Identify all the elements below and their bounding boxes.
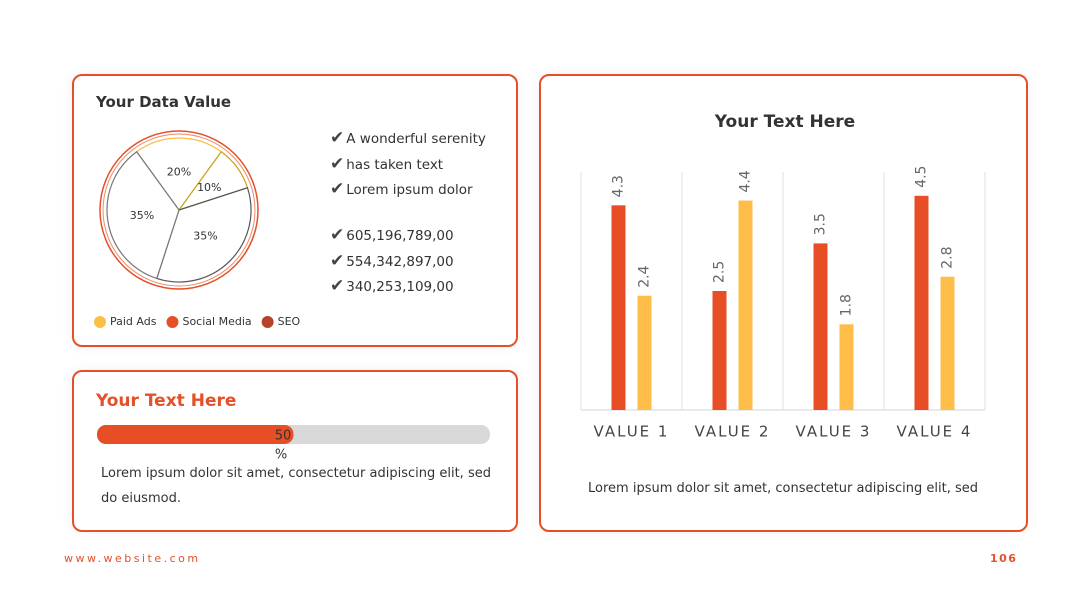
progress-value: 50 [275, 429, 292, 444]
slice-label: 20% [167, 166, 191, 179]
bar [738, 200, 753, 410]
pie-title: Your Data Value [96, 93, 232, 111]
progress-card [72, 370, 518, 532]
check-item: Lorem ipsum dolor [330, 177, 486, 203]
check-text: Lorem ipsum dolor [346, 182, 473, 198]
progress-title: Your Text Here [96, 391, 237, 411]
value-label: 1.8 [839, 294, 855, 316]
checklist: A wonderful serenity has taken text Lore… [330, 126, 486, 203]
check-item: 554,342,897,00 [330, 249, 454, 275]
bar [940, 276, 955, 410]
slice-label: 35% [193, 229, 217, 242]
website: www.website.com [64, 552, 201, 565]
bar [637, 295, 652, 410]
slice-label: 10% [197, 181, 221, 194]
bar [611, 205, 626, 410]
pie-slice [106, 150, 180, 280]
check-text: 340,253,109,00 [346, 279, 454, 295]
bar [839, 324, 854, 410]
pie-ring [102, 133, 256, 287]
progress-text: Lorem ipsum dolor sit amet, consectetur … [101, 466, 491, 506]
legend-swatch [166, 316, 179, 328]
value-label: 3.5 [813, 213, 829, 235]
check-text: 554,342,897,00 [346, 253, 454, 270]
check-item: A wonderful serenity [330, 126, 486, 152]
pie-ring [99, 130, 259, 290]
check-text: has taken text [346, 156, 444, 173]
legend-label: Social Media [182, 315, 251, 328]
bar [712, 291, 727, 410]
value-label: 2.8 [940, 246, 956, 268]
value-label: 2.5 [712, 261, 728, 283]
bar-caption: Lorem ipsum dolor sit amet, consectetur … [588, 481, 978, 496]
legend-swatch [94, 316, 106, 328]
legend-swatch [261, 316, 274, 328]
check-item: has taken text [330, 152, 486, 178]
legend-label: SEO [278, 315, 301, 328]
check-text: A wonderful serenity [346, 131, 486, 147]
x-tick-label: VALUE 1 [594, 423, 670, 441]
slice-label: 35% [130, 209, 154, 222]
pie-slice [135, 137, 223, 212]
check-text: 605,196,789,00 [346, 228, 454, 244]
legend-label: Paid Ads [110, 315, 157, 328]
value-label: 4.5 [914, 166, 930, 188]
value-label: 4.3 [611, 175, 627, 197]
bar [914, 195, 929, 410]
progress-fill [97, 425, 294, 444]
value-label: 4.4 [738, 170, 754, 192]
bar [813, 243, 828, 410]
pie-slice [155, 186, 252, 283]
check-item: 340,253,109,00 [330, 274, 454, 300]
progress-unit: % [275, 448, 287, 463]
x-tick-label: VALUE 3 [796, 423, 872, 441]
value-label: 2.4 [637, 265, 653, 287]
bar-title: Your Text Here [714, 112, 855, 132]
x-tick-label: VALUE 4 [897, 423, 973, 441]
page-number: 106 [990, 552, 1018, 565]
check-item: 605,196,789,00 [330, 223, 454, 249]
x-tick-label: VALUE 2 [695, 423, 771, 441]
number-list: 605,196,789,00 554,342,897,00 340,253,10… [330, 223, 454, 300]
